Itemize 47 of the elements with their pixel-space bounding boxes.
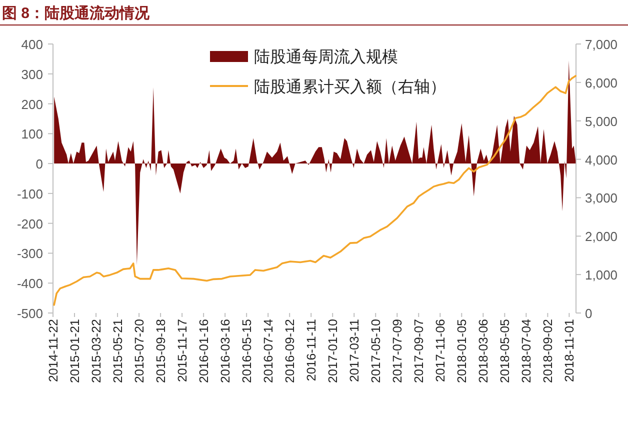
y2-tick-label: 1,000 xyxy=(585,268,618,283)
x-tick-label: 2016-11-11 xyxy=(304,318,319,382)
x-tick-label: 2016-09-12 xyxy=(283,318,298,383)
y-tick-label: -200 xyxy=(16,216,43,232)
x-tick-label: 2016-01-16 xyxy=(197,318,212,383)
y2-tick-label: 7,000 xyxy=(585,37,618,52)
x-tick-label: 2015-03-22 xyxy=(90,318,104,383)
y-tick-label: -300 xyxy=(16,246,43,262)
legend-label: 陆股通累计买入额（右轴） xyxy=(254,78,446,96)
y2-tick-label: 6,000 xyxy=(585,75,618,90)
x-tick-label: 2018-05-05 xyxy=(498,318,512,383)
x-tick-label: 2017-07-09 xyxy=(390,318,405,383)
x-tick-label: 2015-01-21 xyxy=(68,318,82,383)
x-tick-label: 2016-05-15 xyxy=(240,318,254,383)
x-tick-label: 2014-11-22 xyxy=(46,318,60,382)
x-tick-label: 2018-09-02 xyxy=(541,318,556,383)
x-tick-label: 2015-05-21 xyxy=(111,318,126,383)
y2-tick-label: 3,000 xyxy=(585,190,618,206)
x-tick-label: 2018-11-01 xyxy=(562,318,577,382)
y2-tick-label: 4,000 xyxy=(585,152,618,168)
x-tick-label: 2017-01-10 xyxy=(326,318,340,383)
x-tick-label: 2015-07-20 xyxy=(132,318,147,383)
x-tick-label: 2018-07-04 xyxy=(520,318,534,383)
y-tick-label: 300 xyxy=(21,66,43,82)
x-tick-label: 2017-11-06 xyxy=(434,318,448,382)
y2-tick-label: 5,000 xyxy=(585,114,618,129)
y2-tick-label: 2,000 xyxy=(585,229,618,244)
y-tick-label: -500 xyxy=(16,306,43,321)
x-tick-label: 2018-01-05 xyxy=(455,318,470,383)
x-tick-label: 2017-03-11 xyxy=(348,318,362,382)
x-tick-label: 2018-03-06 xyxy=(476,318,491,383)
y-tick-label: 0 xyxy=(36,156,43,172)
y-tick-label: 100 xyxy=(21,126,43,142)
y-tick-label: -100 xyxy=(16,186,43,202)
x-tick-label: 2016-07-14 xyxy=(262,318,276,383)
x-tick-label: 2016-03-16 xyxy=(218,318,233,383)
x-tick-label: 2017-09-07 xyxy=(412,318,426,383)
legend-label: 陆股通每周流入规模 xyxy=(254,48,398,66)
y-tick-label: 200 xyxy=(21,96,43,112)
chart-title: 图 8：陆股通流动情况 xyxy=(2,4,151,22)
y-tick-label: 400 xyxy=(21,37,43,52)
x-tick-label: 2015-09-18 xyxy=(154,318,168,383)
y-tick-label: -400 xyxy=(16,276,43,292)
y2-tick-label: 0 xyxy=(585,306,592,321)
line-series xyxy=(53,75,577,306)
x-tick-label: 2015-11-17 xyxy=(176,318,190,382)
x-tick-label: 2017-05-10 xyxy=(369,318,384,383)
